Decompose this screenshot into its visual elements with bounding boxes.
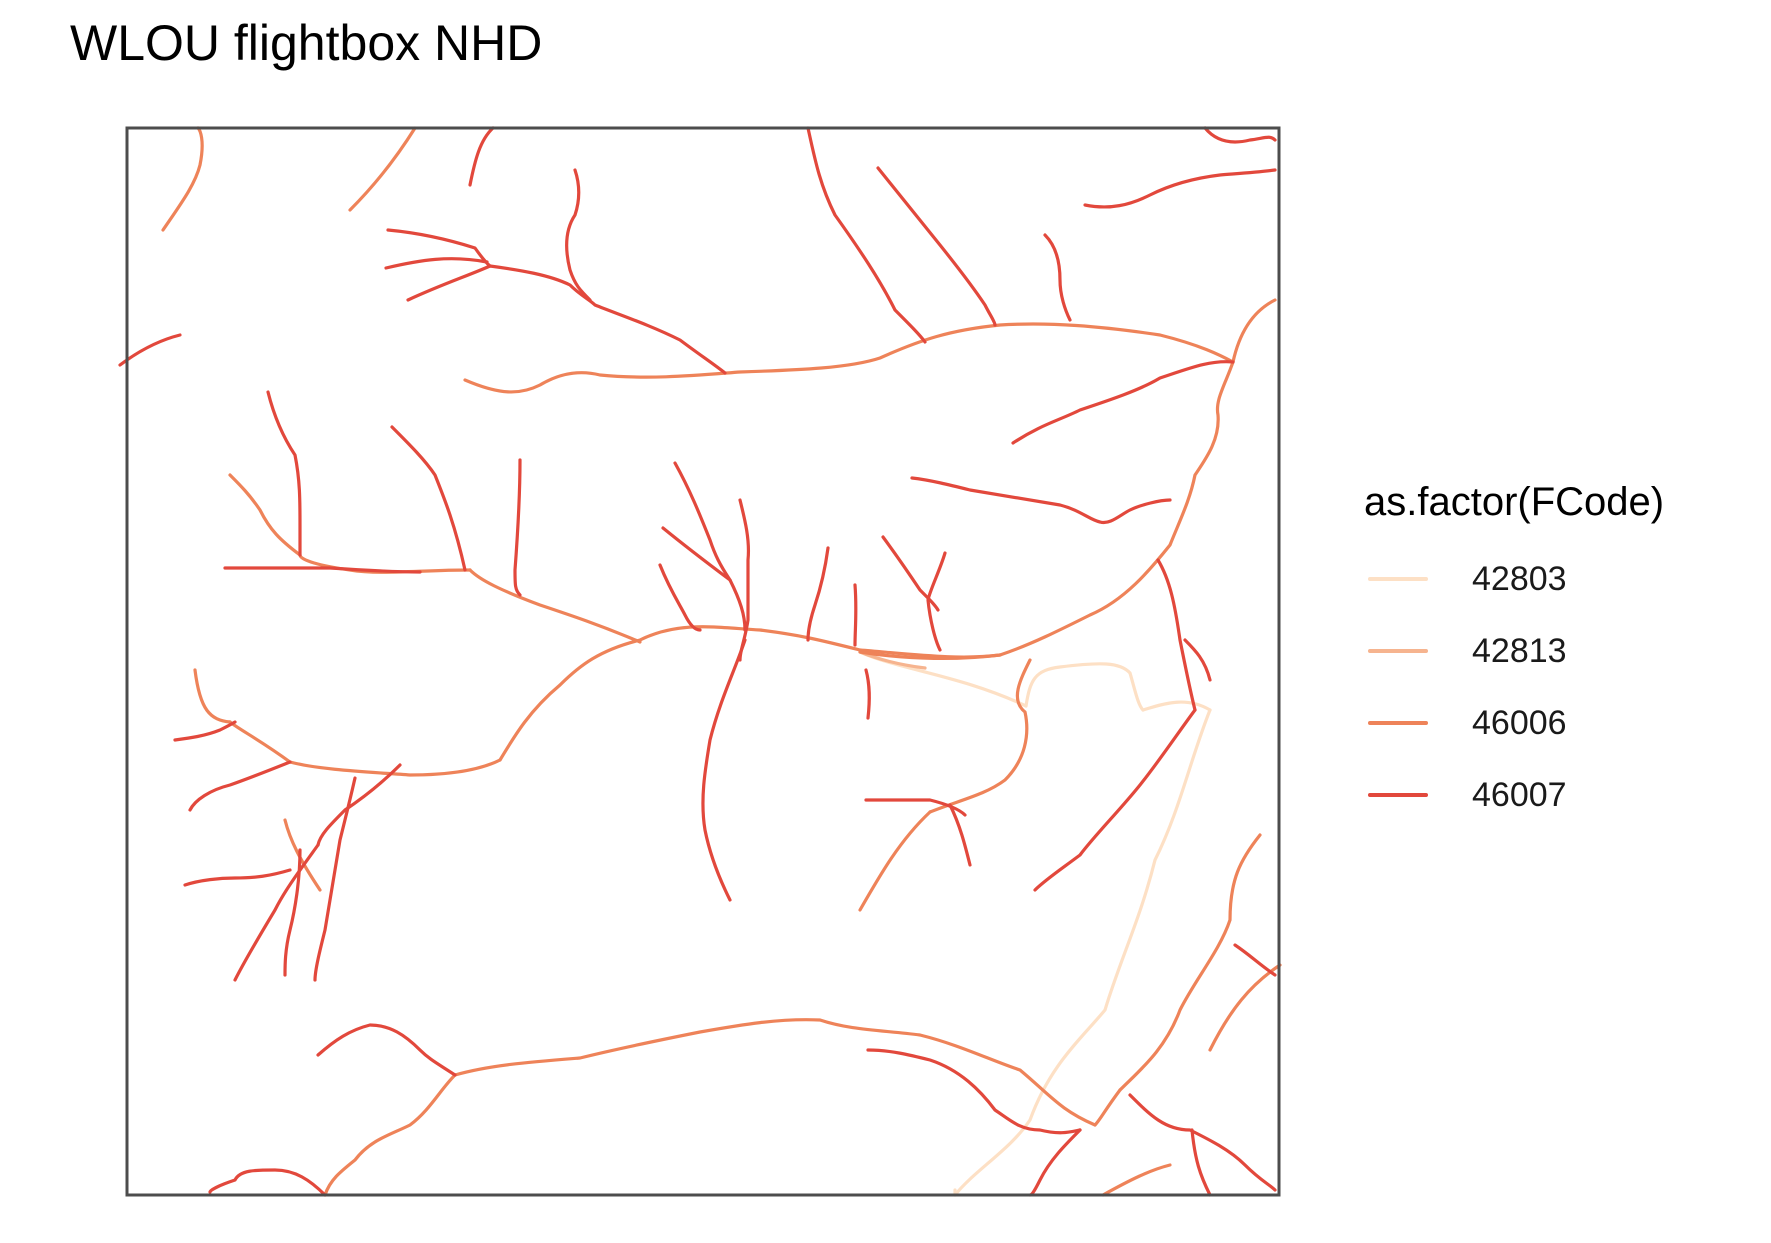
streams-46006 bbox=[161, 126, 1282, 1197]
legend-item-42813: 42813 bbox=[1364, 615, 1664, 687]
legend-item-46006: 46006 bbox=[1364, 687, 1664, 759]
legend-title: as.factor(FCode) bbox=[1364, 480, 1665, 524]
legend-key-46006 bbox=[1368, 721, 1428, 725]
legend-item-46007: 46007 bbox=[1364, 759, 1664, 831]
legend-key-42813 bbox=[1368, 649, 1428, 653]
map-panel-border bbox=[125, 126, 1281, 1197]
legend-item-42803: 42803 bbox=[1364, 543, 1664, 615]
legend: as.factor(FCode) 42803 42813 46006 46007 bbox=[1364, 480, 1664, 831]
legend-label: 42803 bbox=[1472, 559, 1567, 598]
legend-key-42803 bbox=[1368, 577, 1428, 581]
legend-key-46007 bbox=[1368, 793, 1428, 797]
legend-label: 46007 bbox=[1472, 775, 1567, 814]
streams-46007 bbox=[118, 126, 1277, 1197]
legend-label: 46006 bbox=[1472, 703, 1567, 742]
legend-label: 42813 bbox=[1472, 631, 1567, 670]
streams-42803 bbox=[858, 650, 1212, 1197]
map-title: WLOU flightbox NHD bbox=[70, 15, 543, 71]
